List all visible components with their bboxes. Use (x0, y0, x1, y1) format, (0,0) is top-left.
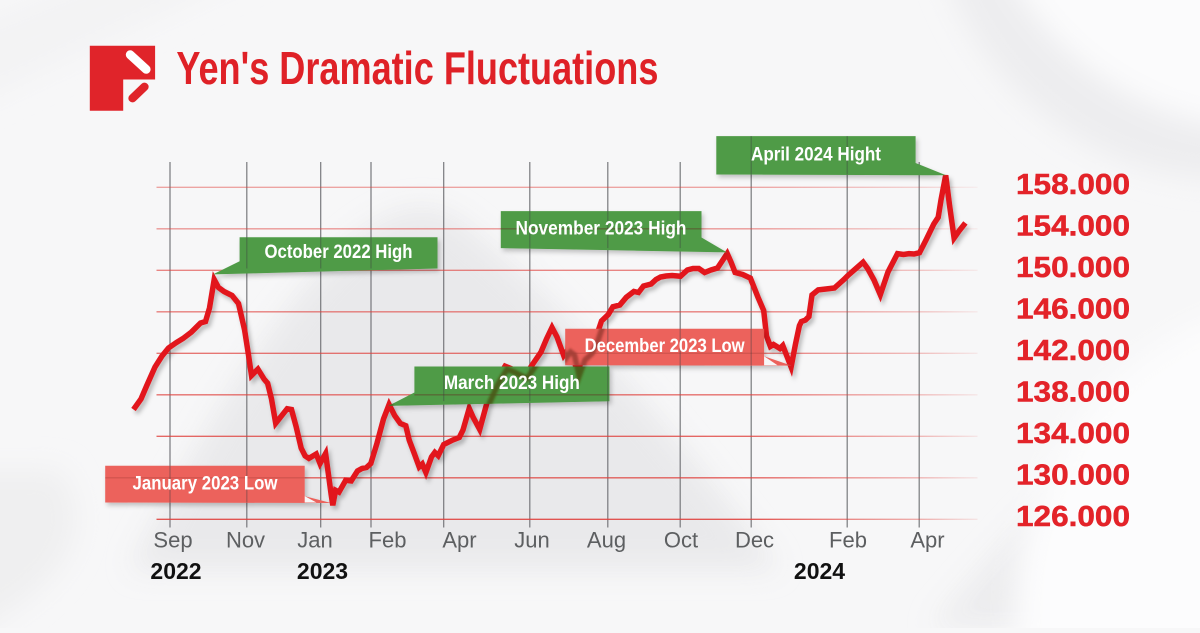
svg-text:130.000: 130.000 (1016, 459, 1130, 491)
svg-text:Aug: Aug (587, 528, 626, 553)
svg-text:Sep: Sep (153, 528, 192, 553)
svg-text:Jan: Jan (297, 528, 332, 553)
svg-text:Feb: Feb (829, 528, 867, 553)
svg-text:Jun: Jun (514, 528, 549, 553)
svg-text:Dec: Dec (735, 528, 774, 553)
svg-text:126.000: 126.000 (1016, 501, 1130, 533)
svg-text:2022: 2022 (150, 558, 201, 584)
svg-text:138.000: 138.000 (1016, 376, 1130, 408)
svg-text:Yen's Dramatic Fluctuations: Yen's Dramatic Fluctuations (176, 42, 658, 94)
svg-text:134.000: 134.000 (1016, 418, 1130, 450)
svg-text:April 2024 Hight: April 2024 Hight (751, 144, 882, 165)
svg-text:Feb: Feb (369, 528, 407, 553)
svg-text:Apr: Apr (910, 528, 944, 553)
svg-text:November 2023 High: November 2023 High (516, 219, 687, 240)
svg-text:October 2022 High: October 2022 High (265, 242, 413, 263)
svg-text:158.000: 158.000 (1016, 169, 1130, 201)
svg-text:150.000: 150.000 (1016, 252, 1130, 284)
svg-text:2024: 2024 (794, 558, 845, 584)
svg-text:January 2023 Low: January 2023 Low (133, 473, 278, 494)
svg-text:Apr: Apr (442, 528, 476, 553)
svg-text:142.000: 142.000 (1016, 335, 1130, 367)
svg-text:March 2023 High: March 2023 High (444, 373, 580, 394)
svg-text:December 2023 Low: December 2023 Low (585, 336, 745, 357)
svg-text:Nov: Nov (226, 528, 265, 553)
svg-text:Oct: Oct (664, 528, 698, 553)
svg-text:154.000: 154.000 (1016, 210, 1130, 242)
svg-text:2023: 2023 (297, 558, 348, 584)
svg-text:146.000: 146.000 (1016, 293, 1130, 325)
